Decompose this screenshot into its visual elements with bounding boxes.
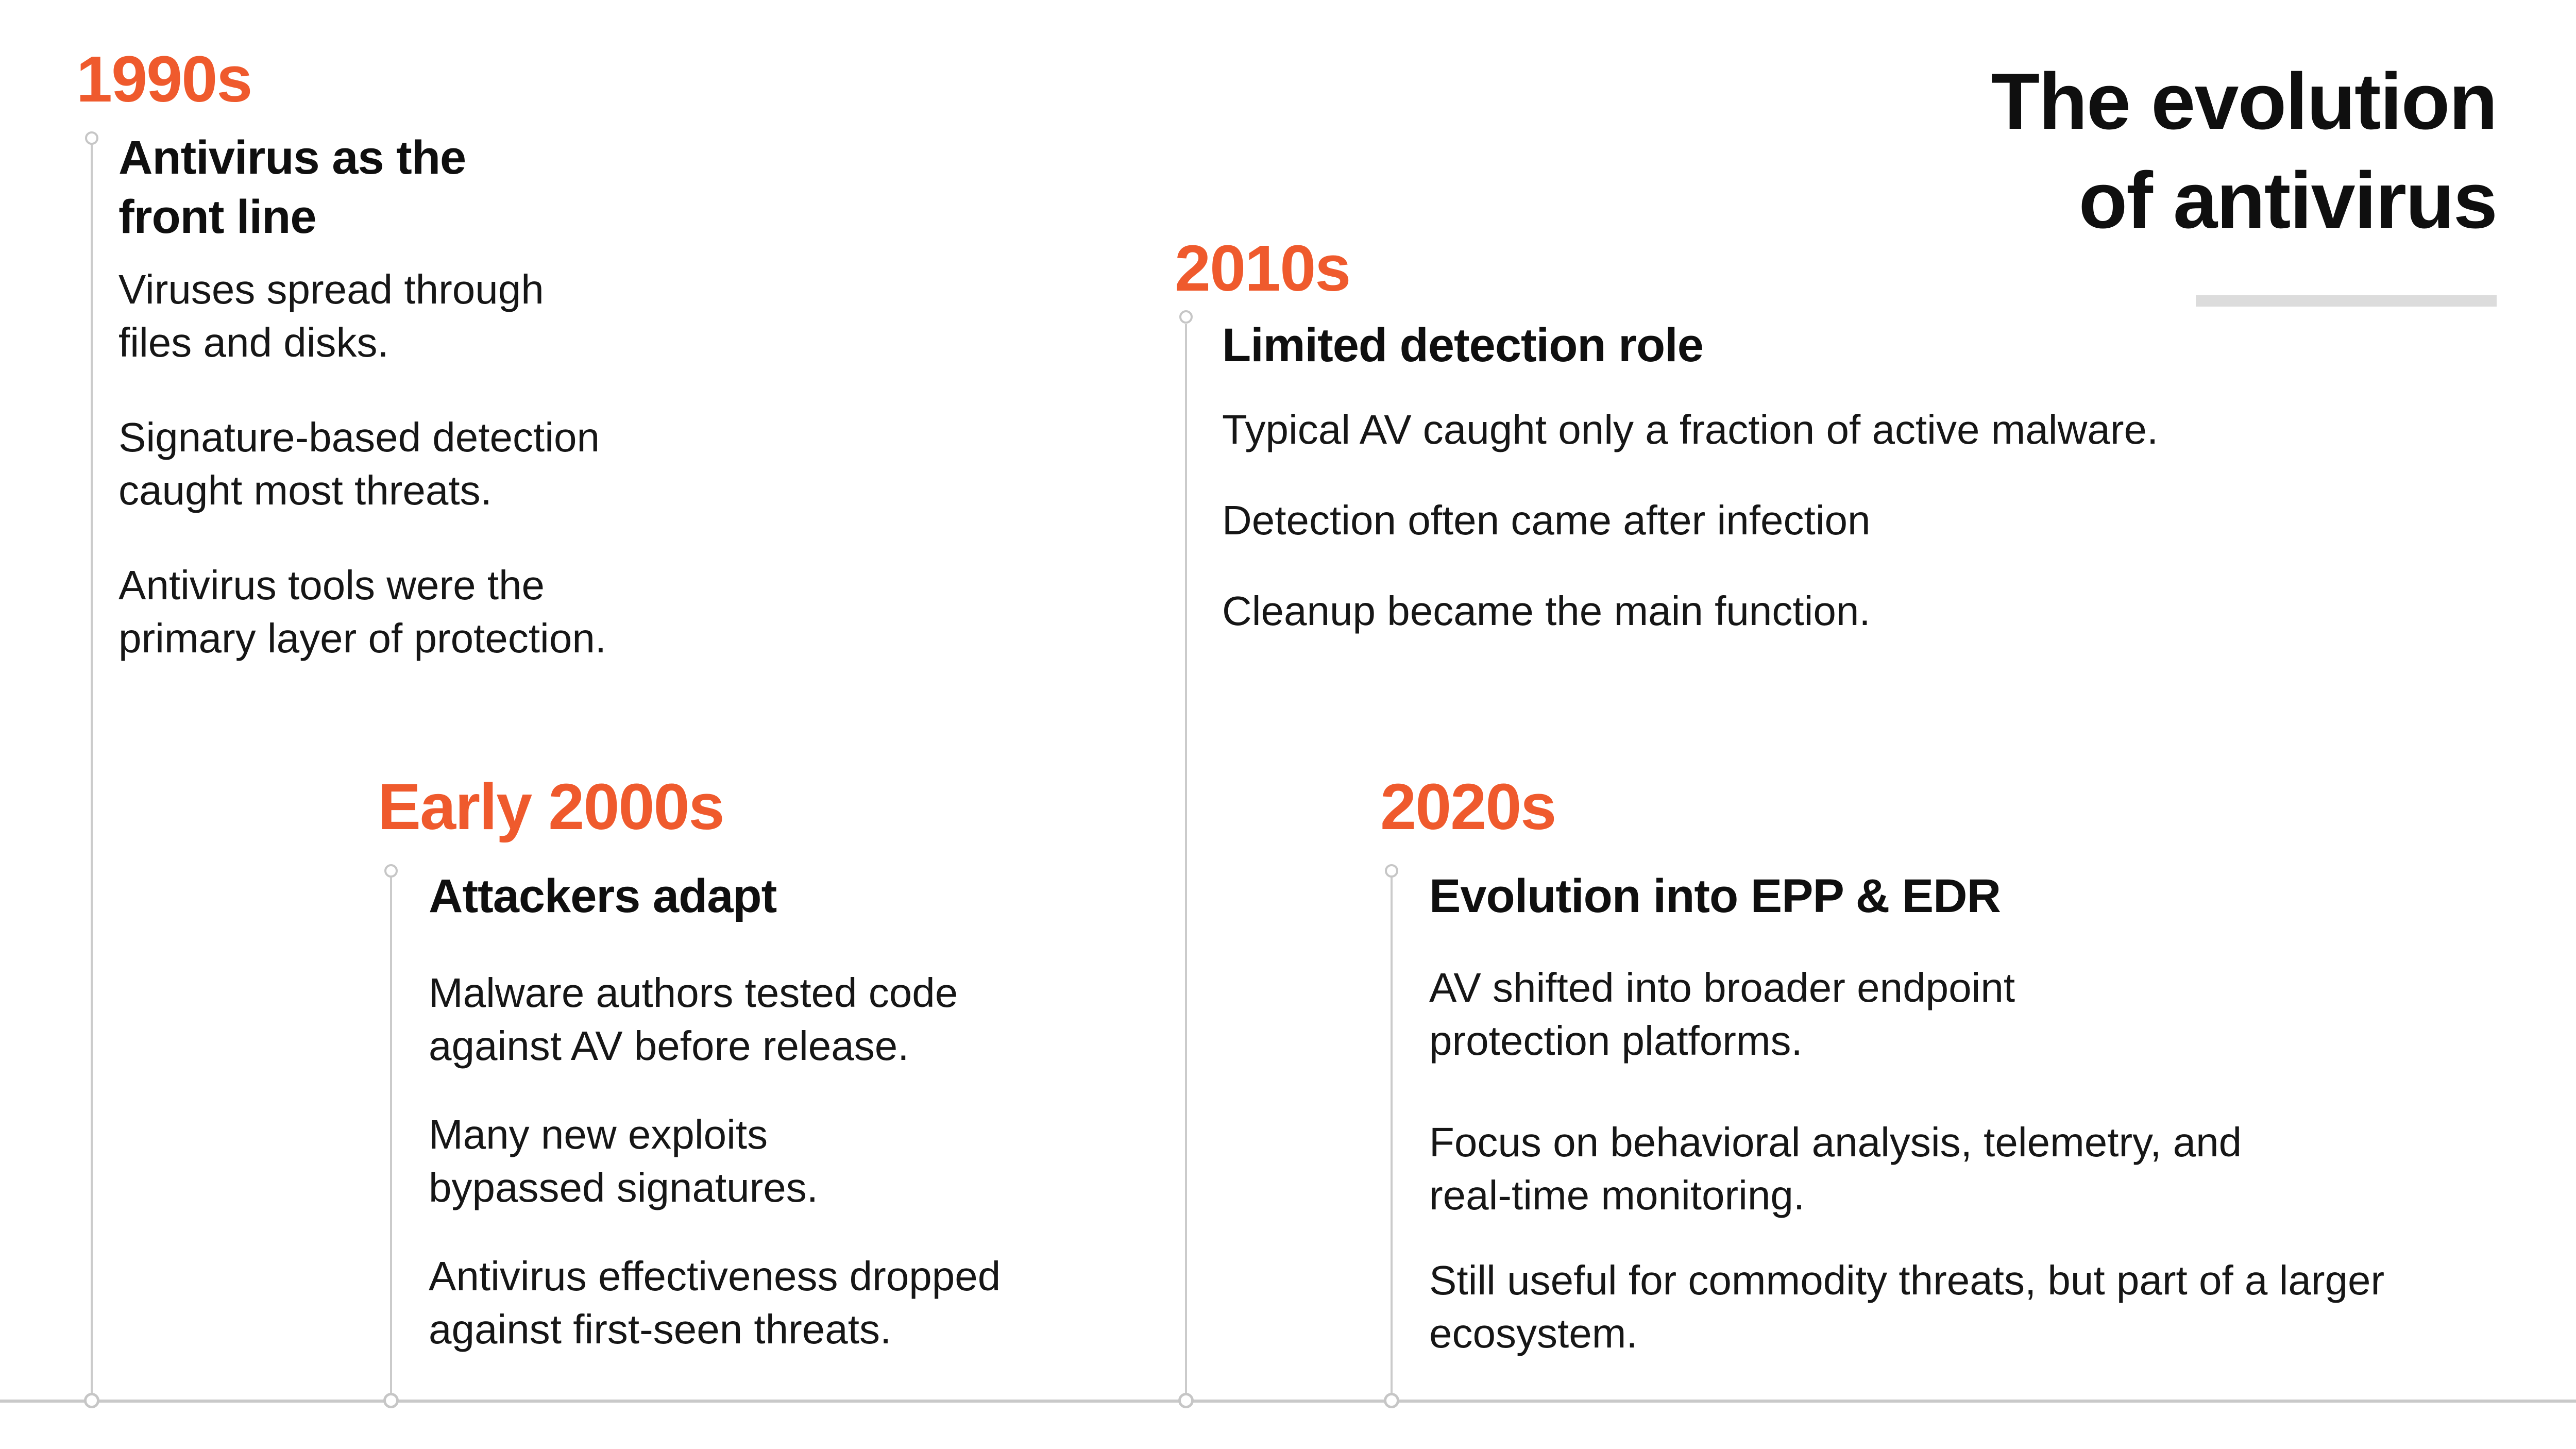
- section-heading-2020s: Evolution into EPP & EDR: [1429, 867, 2001, 926]
- paragraph-line: Typical AV caught only a fraction of act…: [1222, 407, 2159, 452]
- era-heading-early-2000s: Early 2000s: [378, 770, 725, 843]
- paragraph-line: Focus on behavioral analysis, telemetry,…: [1429, 1119, 2242, 1165]
- paragraph-line: caught most threats.: [118, 467, 492, 513]
- timeline-axis: [0, 1400, 2576, 1403]
- paragraph: Cleanup became the main function.: [1222, 584, 2158, 637]
- paragraph: Antivirus tools were the primary layer o…: [118, 559, 606, 665]
- paragraph: AV shifted into broader endpoint protect…: [1429, 961, 2384, 1067]
- paragraph-line: Antivirus effectiveness dropped: [429, 1253, 1001, 1299]
- paragraph: Malware authors tested code against AV b…: [429, 966, 1001, 1072]
- section-heading-line: Limited detection role: [1222, 319, 1704, 372]
- paragraph-line: primary layer of protection.: [118, 615, 607, 661]
- timeline-vertical-line-2010s: [1185, 324, 1187, 1400]
- timeline-vertical-line-2020s: [1391, 878, 1393, 1400]
- paragraph-line: Cleanup became the main function.: [1222, 588, 1871, 634]
- timeline-vertical-line-early-2000s: [390, 878, 392, 1400]
- era-heading-2010s: 2010s: [1175, 232, 1351, 305]
- era-heading-1990s: 1990s: [76, 43, 252, 115]
- paragraph-line: protection platforms.: [1429, 1018, 1803, 1064]
- paragraph-line: Many new exploits: [429, 1111, 768, 1157]
- paragraph: Detection often came after infection: [1222, 494, 2158, 547]
- section-body-2020s: AV shifted into broader endpoint protect…: [1429, 961, 2384, 1400]
- section-heading-line: Evolution into EPP & EDR: [1429, 870, 2001, 922]
- page-title-line-1: The evolution: [1991, 57, 2498, 146]
- paragraph-line: real-time monitoring.: [1429, 1172, 1805, 1218]
- paragraph: Many new exploits bypassed signatures.: [429, 1108, 1001, 1214]
- timeline-node-top-1990s: [85, 131, 98, 145]
- paragraph-line: files and disks.: [118, 319, 389, 365]
- timeline-node-top-early-2000s: [384, 864, 398, 878]
- paragraph-line: Detection often came after infection: [1222, 497, 1871, 543]
- timeline-node-axis-early-2000s: [383, 1393, 399, 1408]
- paragraph: Focus on behavioral analysis, telemetry,…: [1429, 1116, 2384, 1222]
- page-title: The evolution of antivirus: [1991, 52, 2498, 250]
- timeline-node-top-2010s: [1179, 310, 1193, 324]
- timeline-node-axis-1990s: [84, 1393, 99, 1408]
- paragraph: Still useful for commodity threats, but …: [1429, 1254, 2384, 1360]
- section-heading-early-2000s: Attackers adapt: [429, 867, 777, 926]
- paragraph-line: Malware authors tested code: [429, 970, 958, 1016]
- paragraph-line: AV shifted into broader endpoint: [1429, 965, 2015, 1010]
- section-heading-line: Attackers adapt: [429, 870, 777, 922]
- paragraph-line: Viruses spread through: [118, 266, 544, 312]
- paragraph-line: Still useful for commodity threats, but …: [1429, 1257, 2385, 1303]
- paragraph-line: Antivirus tools were the: [118, 562, 545, 608]
- section-heading-line: front line: [118, 191, 317, 243]
- title-underline-bar: [2196, 295, 2497, 307]
- timeline-node-top-2020s: [1385, 864, 1398, 878]
- section-heading-1990s: Antivirus as the front line: [118, 128, 466, 247]
- paragraph-line: against first-seen threats.: [429, 1306, 892, 1352]
- page-title-line-2: of antivirus: [2078, 156, 2498, 245]
- timeline-node-axis-2010s: [1178, 1393, 1194, 1408]
- paragraph: Antivirus effectiveness dropped against …: [429, 1250, 1001, 1356]
- section-heading-line: Antivirus as the: [118, 131, 466, 184]
- paragraph: Signature-based detection caught most th…: [118, 411, 606, 517]
- paragraph: Viruses spread through files and disks.: [118, 263, 606, 369]
- section-body-early-2000s: Malware authors tested code against AV b…: [429, 966, 1001, 1391]
- section-body-1990s: Viruses spread through files and disks. …: [118, 263, 606, 706]
- paragraph-line: against AV before release.: [429, 1023, 909, 1069]
- section-body-2010s: Typical AV caught only a fraction of act…: [1222, 403, 2158, 675]
- paragraph-line: ecosystem.: [1429, 1310, 1638, 1356]
- timeline-node-axis-2020s: [1384, 1393, 1399, 1408]
- era-heading-2020s: 2020s: [1380, 770, 1556, 843]
- paragraph: Typical AV caught only a fraction of act…: [1222, 403, 2158, 456]
- section-heading-2010s: Limited detection role: [1222, 316, 1704, 375]
- timeline-vertical-line-1990s: [91, 145, 93, 1400]
- paragraph-line: Signature-based detection: [118, 414, 600, 460]
- paragraph-line: bypassed signatures.: [429, 1165, 819, 1210]
